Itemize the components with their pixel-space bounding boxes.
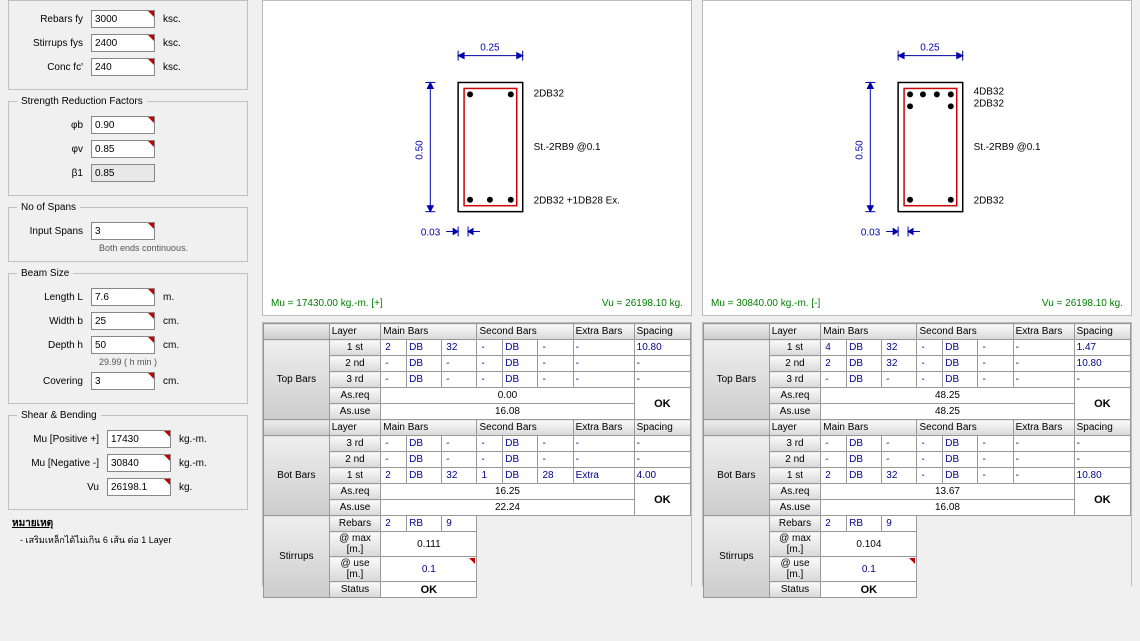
svg-text:0.03: 0.03	[421, 228, 441, 239]
stirrups-fys-unit: ksc.	[155, 38, 181, 49]
mu-pos-label: Mu [Positive +]	[17, 434, 107, 445]
mu-pos-input[interactable]	[107, 430, 171, 448]
bars-table-right: LayerMain BarsSecond BarsExtra BarsSpaci…	[702, 322, 1132, 586]
mu-result-right: Mu = 30840.00 kg.-m. [-]	[711, 298, 820, 309]
section-drawing-right: 0.25 0.50 0.03 4DB32 2DB32 St.-2RB9 @0.1…	[702, 0, 1132, 316]
stirrups-fys-label: Stirrups fys	[17, 38, 91, 49]
depth-label: Depth h	[17, 340, 91, 351]
svg-text:2DB32 +1DB28 Ex.: 2DB32 +1DB28 Ex.	[534, 196, 620, 207]
width-input[interactable]	[91, 312, 155, 330]
phi-b-label: φb	[17, 120, 91, 131]
phi-v-label: φv	[17, 144, 91, 155]
cover-label: Covering	[17, 376, 91, 387]
beta1-label: β1	[17, 168, 91, 179]
length-unit: m.	[155, 292, 174, 303]
phi-v-input[interactable]	[91, 140, 155, 158]
right-area: 0.25 0.50 0.03 2DB32 St.-2RB9 @0.1 2DB32…	[262, 0, 1134, 641]
svg-text:2DB32: 2DB32	[974, 196, 1005, 207]
depth-input[interactable]	[91, 336, 155, 354]
conc-fc-unit: ksc.	[155, 62, 181, 73]
spans-label: Input Spans	[17, 226, 91, 237]
conc-fc-label: Conc fc'	[17, 62, 91, 73]
svg-text:0.25: 0.25	[920, 43, 940, 54]
stirrups-fys-input[interactable]	[91, 34, 155, 52]
beam-svg-right: 0.25 0.50 0.03 4DB32 2DB32 St.-2RB9 @0.1…	[703, 1, 1131, 315]
rebars-fy-label: Rebars fy	[17, 14, 91, 25]
svg-text:0.50: 0.50	[414, 140, 425, 160]
mu-result-left: Mu = 17430.00 kg.-m. [+]	[271, 298, 383, 309]
svg-text:2DB32: 2DB32	[534, 88, 565, 99]
mu-neg-label: Mu [Negative -]	[17, 458, 107, 469]
notes-title: หมายเหตุ	[12, 516, 248, 531]
mu-pos-unit: kg.-m.	[171, 434, 207, 445]
shear-group: Shear & Bending Mu [Positive +] kg.-m. Mu…	[8, 410, 248, 510]
svg-text:St.-2RB9 @0.1: St.-2RB9 @0.1	[534, 142, 601, 153]
spans-hint: Both ends continuous.	[99, 243, 239, 253]
svg-text:4DB32: 4DB32	[974, 86, 1005, 97]
width-label: Width b	[17, 316, 91, 327]
cover-unit: cm.	[155, 376, 179, 387]
shear-legend: Shear & Bending	[17, 410, 101, 421]
svg-text:St.-2RB9 @0.1: St.-2RB9 @0.1	[974, 142, 1041, 153]
length-label: Length L	[17, 292, 91, 303]
vu-label: Vu	[17, 482, 107, 493]
vu-result-left: Vu = 26198.10 kg.	[602, 298, 683, 309]
mu-neg-unit: kg.-m.	[171, 458, 207, 469]
vu-unit: kg.	[171, 482, 192, 493]
left-input-panel: Rebars fy ksc. Stirrups fys ksc. Conc fc' k…	[8, 0, 248, 547]
srf-group: Strength Reduction Factors φb φv β1	[8, 96, 248, 196]
svg-text:0.25: 0.25	[480, 43, 500, 54]
beam-svg-left: 0.25 0.50 0.03 2DB32 St.-2RB9 @0.1 2DB32…	[263, 1, 691, 315]
cover-input[interactable]	[91, 372, 155, 390]
materials-group: Rebars fy ksc. Stirrups fys ksc. Conc fc' k…	[8, 0, 248, 90]
rebars-fy-input[interactable]	[91, 10, 155, 28]
section-drawing-left: 0.25 0.50 0.03 2DB32 St.-2RB9 @0.1 2DB32…	[262, 0, 692, 316]
length-input[interactable]	[91, 288, 155, 306]
beta1-input	[91, 164, 155, 182]
spans-input[interactable]	[91, 222, 155, 240]
width-unit: cm.	[155, 316, 179, 327]
beam-group: Beam Size Length L m. Width b cm. Depth h c…	[8, 268, 248, 404]
phi-b-input[interactable]	[91, 116, 155, 134]
vu-input[interactable]	[107, 478, 171, 496]
notes-body: - เสริมเหล็กได้ไม่เกิน 6 เส้น ต่อ 1 Laye…	[20, 533, 248, 547]
depth-unit: cm.	[155, 340, 179, 351]
mu-neg-input[interactable]	[107, 454, 171, 472]
srf-legend: Strength Reduction Factors	[17, 96, 147, 107]
svg-text:0.03: 0.03	[861, 228, 881, 239]
vu-result-right: Vu = 26198.10 kg.	[1042, 298, 1123, 309]
spans-legend: No of Spans	[17, 202, 80, 213]
beam-legend: Beam Size	[17, 268, 73, 279]
spans-group: No of Spans Input Spans Both ends contin…	[8, 202, 248, 262]
depth-hint: 29.99 ( h min )	[99, 357, 239, 367]
rebars-fy-unit: ksc.	[155, 14, 181, 25]
conc-fc-input[interactable]	[91, 58, 155, 76]
svg-text:0.50: 0.50	[854, 140, 865, 160]
svg-text:2DB32: 2DB32	[974, 98, 1005, 109]
bars-table-left: LayerMain BarsSecond BarsExtra BarsSpaci…	[262, 322, 692, 586]
